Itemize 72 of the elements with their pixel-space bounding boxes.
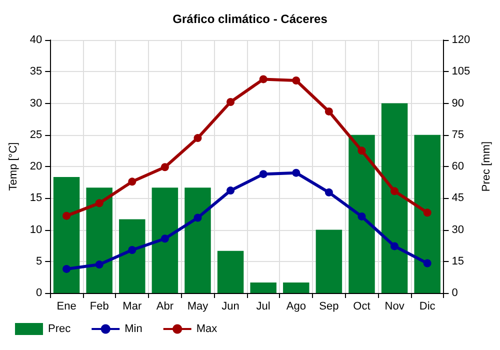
bar	[348, 134, 375, 293]
x-tick-label: Mar	[122, 300, 142, 312]
x-tick-label: Nov	[384, 300, 405, 312]
y2-tick-label: 15	[452, 255, 464, 268]
bar	[381, 103, 408, 293]
point	[423, 208, 432, 217]
chart-title: Gráfico climático - Cáceres	[172, 12, 328, 26]
bar	[86, 188, 112, 293]
y2-tick-label: 90	[452, 97, 464, 110]
bar	[316, 230, 342, 293]
y2-tick-label: 105	[452, 66, 470, 78]
y2-tick-label: 30	[452, 224, 464, 236]
x-tick-label: Ago	[286, 300, 306, 312]
y2-tick-label: 45	[452, 192, 464, 204]
x-tick-label: Jun	[222, 300, 240, 312]
point	[423, 259, 432, 268]
point	[390, 242, 399, 250]
y-tick-label: 10	[30, 224, 42, 236]
y-tick-label: 0	[36, 287, 42, 299]
bar	[152, 188, 178, 293]
point	[160, 234, 169, 243]
point	[95, 199, 104, 208]
point	[390, 187, 399, 196]
point	[259, 75, 268, 84]
bar	[53, 177, 80, 293]
y-tick-label: 35	[30, 66, 42, 78]
y2-axis-title: Prec [mm]	[480, 141, 492, 192]
x-tick-label: Ene	[56, 300, 76, 312]
point	[324, 107, 333, 116]
point	[292, 76, 300, 84]
point	[358, 212, 366, 220]
y-tick-label: 5	[36, 255, 42, 268]
bar	[217, 250, 244, 293]
point	[128, 178, 136, 186]
x-tick-label: Sep	[319, 300, 339, 312]
point	[358, 146, 366, 155]
bar	[414, 134, 440, 293]
x-tick-label: Oct	[353, 300, 370, 312]
y-tick-label: 15	[30, 192, 42, 204]
x-tick-label: Jul	[256, 300, 270, 312]
y-tick-label: 30	[30, 97, 42, 110]
y-tick-label: 20	[30, 160, 42, 172]
y-tick-label: 40	[30, 34, 42, 46]
point	[95, 260, 104, 269]
bar	[119, 219, 146, 293]
point	[226, 98, 235, 106]
point	[62, 212, 71, 220]
point	[160, 163, 169, 172]
point	[324, 188, 333, 196]
legend-label: Min	[124, 323, 142, 335]
legend-label: Prec	[48, 323, 72, 335]
bar	[283, 282, 310, 293]
y2-tick-label: 0	[452, 287, 458, 299]
y2-tick-label: 75	[452, 128, 464, 141]
x-tick-label: Dic	[419, 300, 436, 312]
point	[128, 246, 136, 254]
x-tick-label: Abr	[156, 300, 174, 312]
point	[259, 170, 268, 178]
point	[194, 214, 202, 222]
y2-tick-label: 120	[452, 34, 470, 46]
x-tick-label: May	[187, 300, 209, 312]
legend-label: Max	[196, 323, 218, 335]
bar	[250, 282, 276, 293]
bar	[184, 188, 211, 293]
y-axis-title: Temp [°C]	[8, 142, 20, 191]
point	[226, 186, 235, 195]
point	[62, 264, 71, 273]
y2-tick-label: 60	[452, 160, 464, 172]
x-tick-label: Feb	[90, 300, 109, 312]
y-tick-label: 25	[30, 128, 42, 141]
point	[194, 134, 202, 142]
point	[292, 168, 300, 177]
